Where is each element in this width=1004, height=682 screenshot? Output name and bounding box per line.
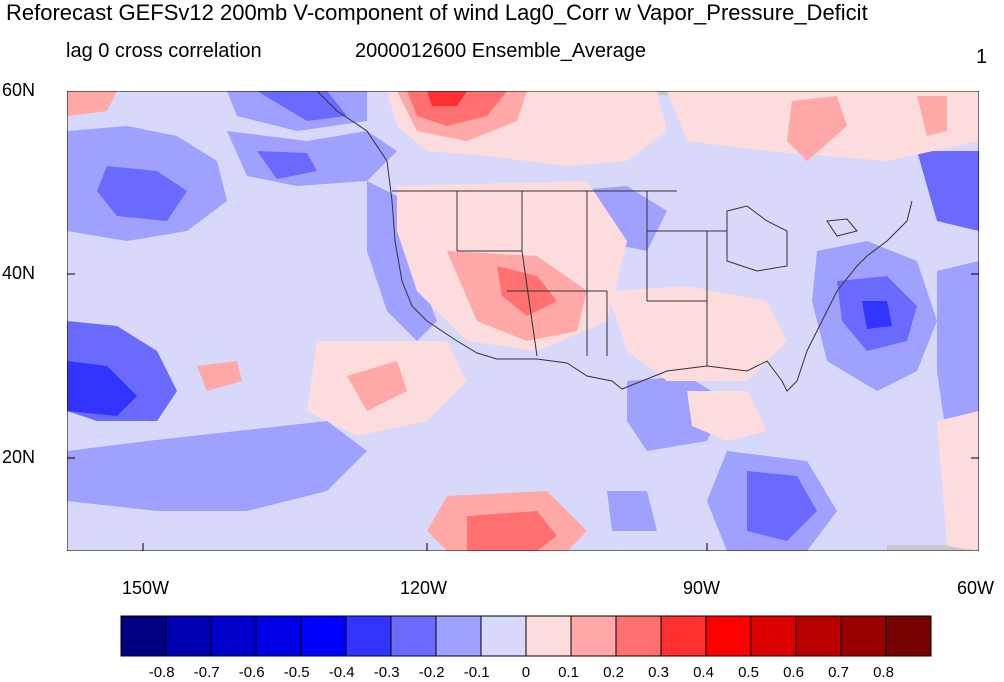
colorbar-swatch: [525, 615, 572, 657]
colorbar-swatch: [885, 615, 932, 657]
colorbar-tick-label: 0.2: [603, 664, 624, 681]
lat-label: 60N: [2, 80, 36, 100]
colorbar-swatch: [705, 615, 752, 657]
plot-subtitle-center: 2000012600 Ensemble_Average: [355, 40, 646, 62]
lon-label: 120W: [400, 578, 448, 598]
colorbar-tick-label: -0.5: [283, 664, 310, 681]
colorbar-tick-label: -0.6: [238, 664, 265, 681]
lon-label: 60W: [957, 578, 995, 598]
missing-data-strip: [887, 545, 977, 550]
pos-region: [937, 411, 979, 551]
plot-subtitle-left: lag 0 cross correlation: [66, 40, 262, 62]
coastline-and-borders: [316, 91, 913, 392]
neg-region: [67, 361, 137, 416]
colorbar-tick-label: 0.7: [828, 664, 849, 681]
pos-region: [67, 91, 117, 116]
colorbar-tick-label: 0.8: [873, 664, 894, 681]
plot-subtitle-right: 1: [976, 46, 988, 68]
neg-region: [937, 261, 979, 451]
neg-region: [367, 181, 437, 341]
colorbar-tick-label: 0.1: [558, 664, 579, 681]
colorbar-tick-label: -0.1: [463, 664, 490, 681]
neg-region: [227, 131, 397, 186]
neg-region: [257, 151, 317, 179]
colorbar-swatch: [435, 615, 482, 657]
lat-label: 20N: [2, 447, 36, 467]
colorbar-tick-label: 0: [521, 664, 531, 681]
colorbar-swatch: [480, 615, 527, 657]
colorbar-swatch: [255, 615, 302, 657]
colorbar-tick-label: -0.4: [328, 664, 355, 681]
colorbar-tick-label: -0.3: [373, 664, 400, 681]
pos-region: [687, 391, 767, 441]
pos-region: [347, 361, 407, 411]
colorbar-swatch: [750, 615, 797, 657]
lon-label: 90W: [683, 578, 721, 598]
neg-region: [67, 421, 367, 511]
colorbar-tick-label: 0.6: [783, 664, 804, 681]
neg-region: [862, 301, 892, 329]
lat-label: 40N: [2, 263, 36, 283]
colorbar-swatch: [570, 615, 617, 657]
neg-region: [747, 471, 817, 541]
colorbar-tick-label: 0.4: [693, 664, 714, 681]
neg-region: [97, 166, 187, 221]
lon-label: 150W: [122, 578, 170, 598]
pos-region: [917, 96, 947, 136]
correlation-map: [67, 91, 979, 551]
colorbar-swatch: [300, 615, 347, 657]
pos-region: [467, 511, 557, 551]
colorbar-swatch: [795, 615, 842, 657]
colorbar-swatch: [660, 615, 707, 657]
colorbar-swatch: [210, 615, 257, 657]
pos-region: [607, 286, 787, 381]
pos-region: [427, 91, 467, 106]
neg-region: [607, 491, 657, 531]
plot-title: Reforecast GEFSv12 200mb V-component of …: [6, 0, 868, 25]
colorbar-swatch: [390, 615, 437, 657]
colorbar-tick-label: -0.2: [418, 664, 445, 681]
frame-ticks: [67, 91, 979, 551]
pos-region: [787, 96, 847, 161]
colorbar: [120, 615, 932, 657]
pos-region: [197, 361, 242, 391]
neg-region: [917, 151, 979, 231]
colorbar-tick-label: -0.7: [193, 664, 220, 681]
colorbar-tick-label: 0.5: [738, 664, 759, 681]
colorbar-tick-label: -0.8: [148, 664, 175, 681]
colorbar-swatch: [120, 615, 167, 657]
colorbar-swatch: [345, 615, 392, 657]
colorbar-swatch: [615, 615, 662, 657]
colorbar-swatch: [165, 615, 212, 657]
colorbar-swatch: [840, 615, 887, 657]
colorbar-tick-label: 0.3: [648, 664, 669, 681]
